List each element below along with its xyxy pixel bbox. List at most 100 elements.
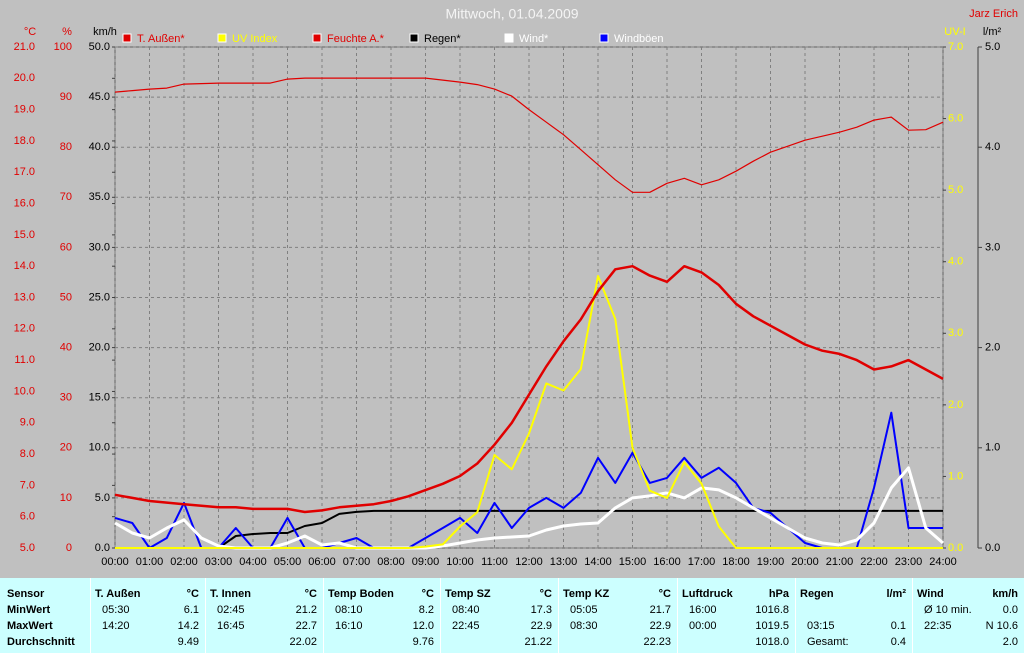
x-tick-label: 00:00 [101, 556, 129, 568]
y-tick-label: 15.0 [14, 229, 35, 241]
legend-label: T. Außen* [137, 33, 185, 45]
cell-time: 16:00 [689, 604, 717, 616]
y-tick-label: 0.0 [985, 542, 1000, 554]
cell-value: 12.0 [412, 620, 434, 632]
author: Jarz Erich [969, 8, 1018, 20]
cell-value: 17.3 [530, 604, 552, 616]
x-tick-label: 02:00 [170, 556, 198, 568]
axis-unit: l/m² [983, 26, 1002, 38]
y-tick-label: 1.0 [948, 470, 963, 482]
axis-unit: UV-I [944, 26, 965, 38]
y-tick-label: 11.0 [14, 354, 35, 366]
y-tick-label: 5.0 [95, 492, 110, 504]
y-tick-label: 9.0 [20, 417, 35, 429]
table-unit: °C [304, 588, 317, 600]
legend-marker [312, 33, 322, 43]
table-header: Temp Boden [328, 588, 394, 600]
cell-value: 21.7 [649, 604, 671, 616]
table-unit: °C [539, 588, 552, 600]
series-line [114, 264, 944, 514]
column-separator [440, 578, 441, 653]
y-tick-label: 40 [60, 342, 72, 354]
y-tick-label: 100 [54, 41, 72, 53]
legend-marker [599, 33, 609, 43]
cell-value: 2.0 [1002, 636, 1018, 648]
table-unit: °C [421, 588, 434, 600]
y-tick-label: 30 [60, 392, 72, 404]
x-tick-label: 06:00 [308, 556, 336, 568]
legend-marker [504, 33, 514, 43]
table-header: T. Außen [95, 588, 141, 600]
legend-marker [409, 33, 419, 43]
x-tick-label: 09:00 [412, 556, 440, 568]
y-tick-label: 7.0 [948, 41, 963, 53]
x-tick-label: 18:00 [722, 556, 750, 568]
axis-unit: km/h [93, 26, 117, 38]
y-tick-label: 40.0 [89, 141, 110, 153]
cell-time: 08:10 [335, 604, 363, 616]
y-tick-label: 12.0 [14, 323, 35, 335]
cell-value: 9.76 [412, 636, 434, 648]
x-tick-label: 23:00 [895, 556, 923, 568]
y-tick-label: 50.0 [89, 41, 110, 53]
x-tick-label: 01:00 [136, 556, 164, 568]
y-tick-label: 2.0 [985, 342, 1000, 354]
y-tick-label: 70 [60, 191, 72, 203]
y-tick-label: 4.0 [948, 256, 963, 268]
x-tick-label: 24:00 [929, 556, 957, 568]
cell-time: 02:45 [217, 604, 245, 616]
x-tick-label: 21:00 [826, 556, 854, 568]
table-header: Regen [800, 588, 834, 600]
table-header: Luftdruck [682, 588, 733, 600]
column-separator [90, 578, 91, 653]
column-separator [795, 578, 796, 653]
table-header: Wind [917, 588, 944, 600]
y-tick-label: 30.0 [89, 241, 110, 253]
cell-value: 21.22 [524, 636, 552, 648]
x-tick-label: 20:00 [791, 556, 819, 568]
y-tick-label: 5.0 [20, 542, 35, 554]
y-tick-label: 8.0 [20, 448, 35, 460]
cell-value: 8.2 [418, 604, 434, 616]
y-tick-label: 90 [60, 91, 72, 103]
x-tick-label: 17:00 [688, 556, 716, 568]
y-tick-label: 5.0 [985, 41, 1000, 53]
row-label: MinWert [7, 604, 51, 616]
x-tick-label: 04:00 [239, 556, 267, 568]
y-tick-label: 6.0 [948, 112, 963, 124]
cell-value: 22.02 [289, 636, 317, 648]
table-unit: °C [658, 588, 671, 600]
y-tick-label: 18.0 [14, 135, 35, 147]
cell-value: 14.2 [177, 620, 199, 632]
y-tick-label: 2.0 [948, 399, 963, 411]
x-tick-label: 07:00 [343, 556, 371, 568]
x-tick-label: 03:00 [205, 556, 233, 568]
y-tick-label: 19.0 [14, 104, 35, 116]
y-tick-label: 13.0 [14, 291, 35, 303]
y-tick-label: 5.0 [948, 184, 963, 196]
cell-time: 08:30 [570, 620, 598, 632]
y-tick-label: 1.0 [985, 442, 1000, 454]
stats-table: Sensor MinWert MaxWert Durchschnitt T. Außen… [0, 578, 1024, 653]
table-header: Temp SZ [445, 588, 491, 600]
axis-unit: % [62, 26, 72, 38]
series-line [114, 77, 944, 193]
y-tick-label: 17.0 [14, 166, 35, 178]
column-separator [558, 578, 559, 653]
column-separator [205, 578, 206, 653]
y-tick-label: 10.0 [14, 385, 35, 397]
y-tick-label: 20 [60, 442, 72, 454]
y-tick-label: 6.0 [20, 511, 35, 523]
cell-value: 1018.0 [755, 636, 789, 648]
series-line [115, 509, 943, 549]
cell-time: 16:45 [217, 620, 245, 632]
column-separator [323, 578, 324, 653]
cell-value: 22.9 [530, 620, 552, 632]
cell-value: 21.2 [295, 604, 317, 616]
legend-label: Feuchte A.* [327, 33, 385, 45]
cell-value: 1016.8 [755, 604, 789, 616]
y-tick-label: 7.0 [20, 479, 35, 491]
series-line [115, 275, 943, 549]
legend-label: Regen* [424, 33, 461, 45]
y-tick-label: 3.0 [948, 327, 963, 339]
